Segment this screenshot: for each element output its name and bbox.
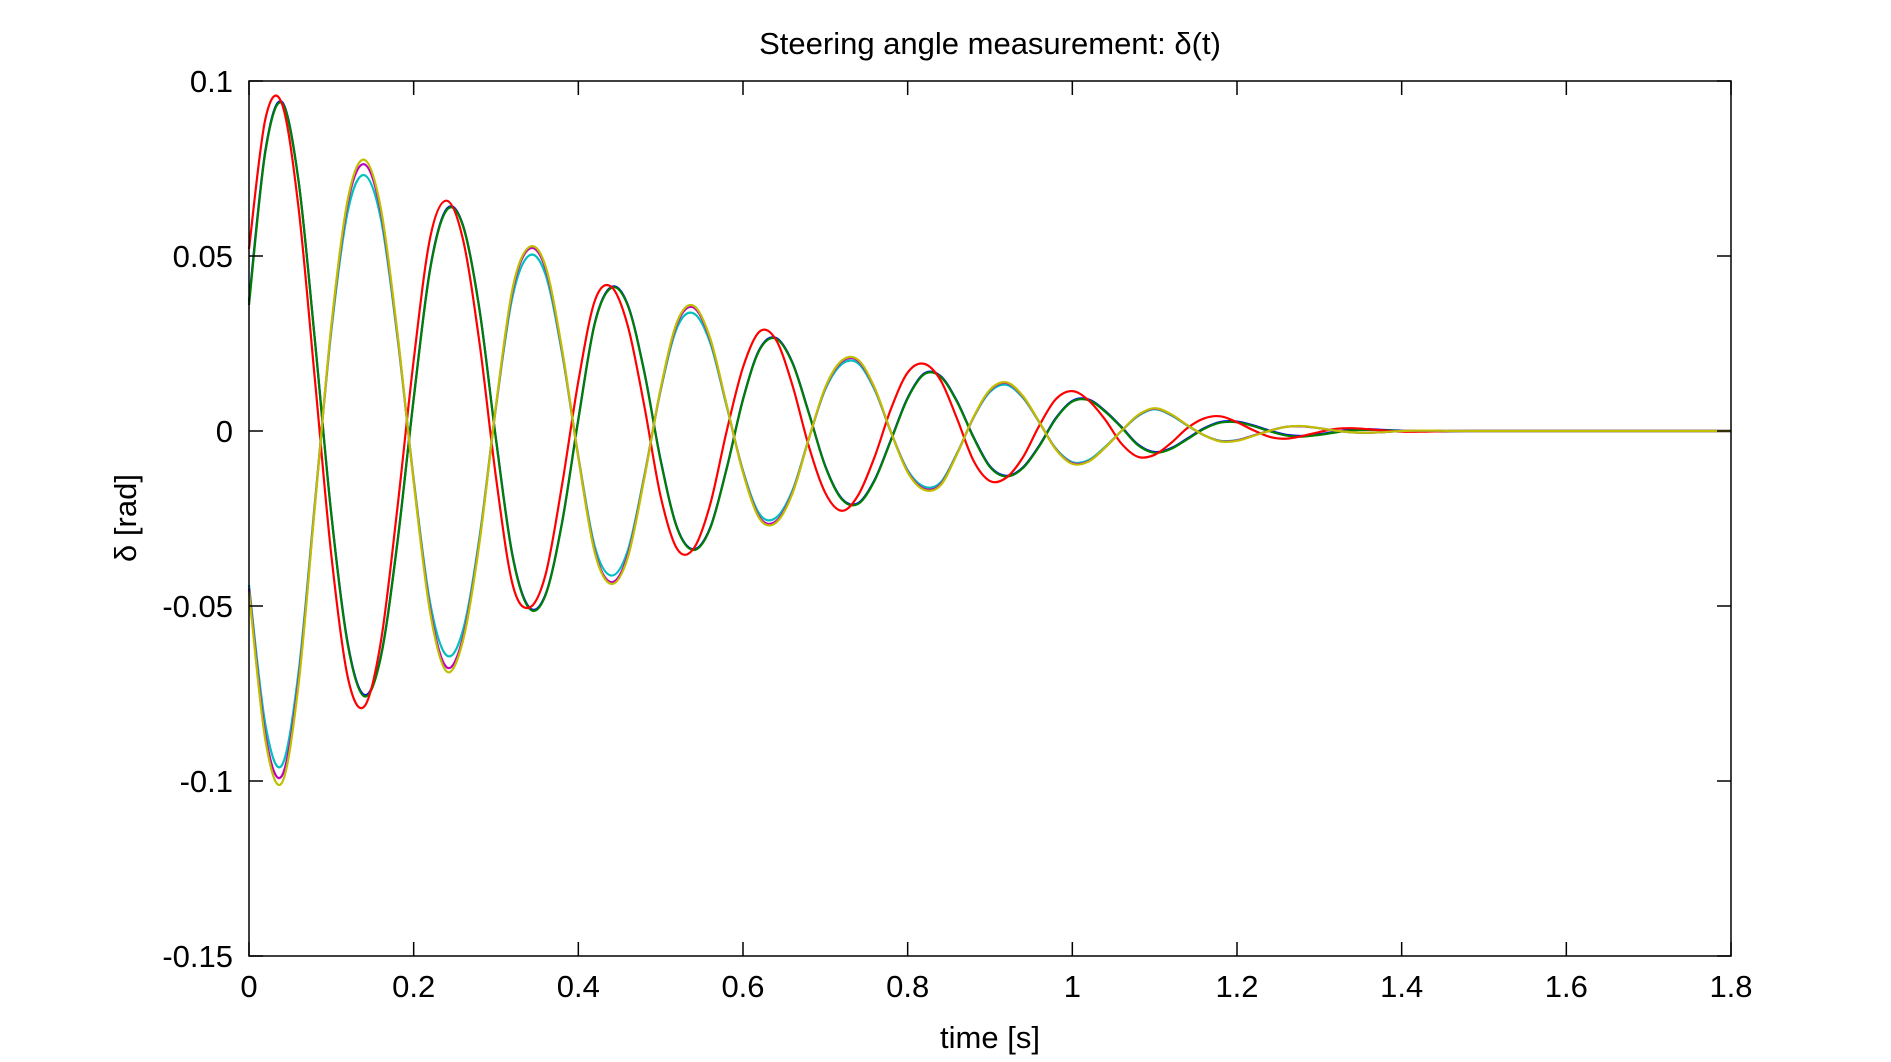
series-line [247,158,1731,786]
x-tick-label: 0.6 [721,969,764,1004]
x-tick-label: 1.6 [1545,969,1588,1004]
y-tick-label: 0.1 [190,64,233,99]
series-layer [247,94,1731,786]
y-tick-label: -0.15 [162,939,233,974]
x-tick-label: 1 [1064,969,1081,1004]
y-tick-label: 0.05 [173,239,233,274]
ticks-layer: 0 0.2 0.4 0.6 0.8 1 1.2 1.4 1.6 1.8 -0.15 -0.1 -0.05… [162,64,1752,1004]
series-3 [247,94,1731,710]
series-line [247,101,1731,698]
y-axis-label: δ [rad] [108,474,143,562]
x-tick-label: 1.4 [1380,969,1423,1004]
x-tick-label: 1.2 [1215,969,1258,1004]
plot-frame [248,80,1732,957]
x-tick-label: 1.8 [1709,969,1752,1004]
y-tick-label: -0.1 [180,764,233,799]
series-6 [247,158,1731,786]
x-tick-label: 0 [240,969,257,1004]
x-tick-label: 0.4 [557,969,600,1004]
series-1 [247,100,1731,697]
y-tick-label: -0.05 [162,589,233,624]
y-tick-label: 0 [216,414,233,449]
x-axis-label: time [s] [940,1020,1040,1055]
x-tick-label: 0.2 [392,969,435,1004]
series-line [247,100,1731,697]
series-line [247,94,1731,710]
x-tick-label: 0.8 [886,969,929,1004]
chart-title: Steering angle measurement: δ(t) [759,26,1221,61]
series-2 [247,101,1731,698]
